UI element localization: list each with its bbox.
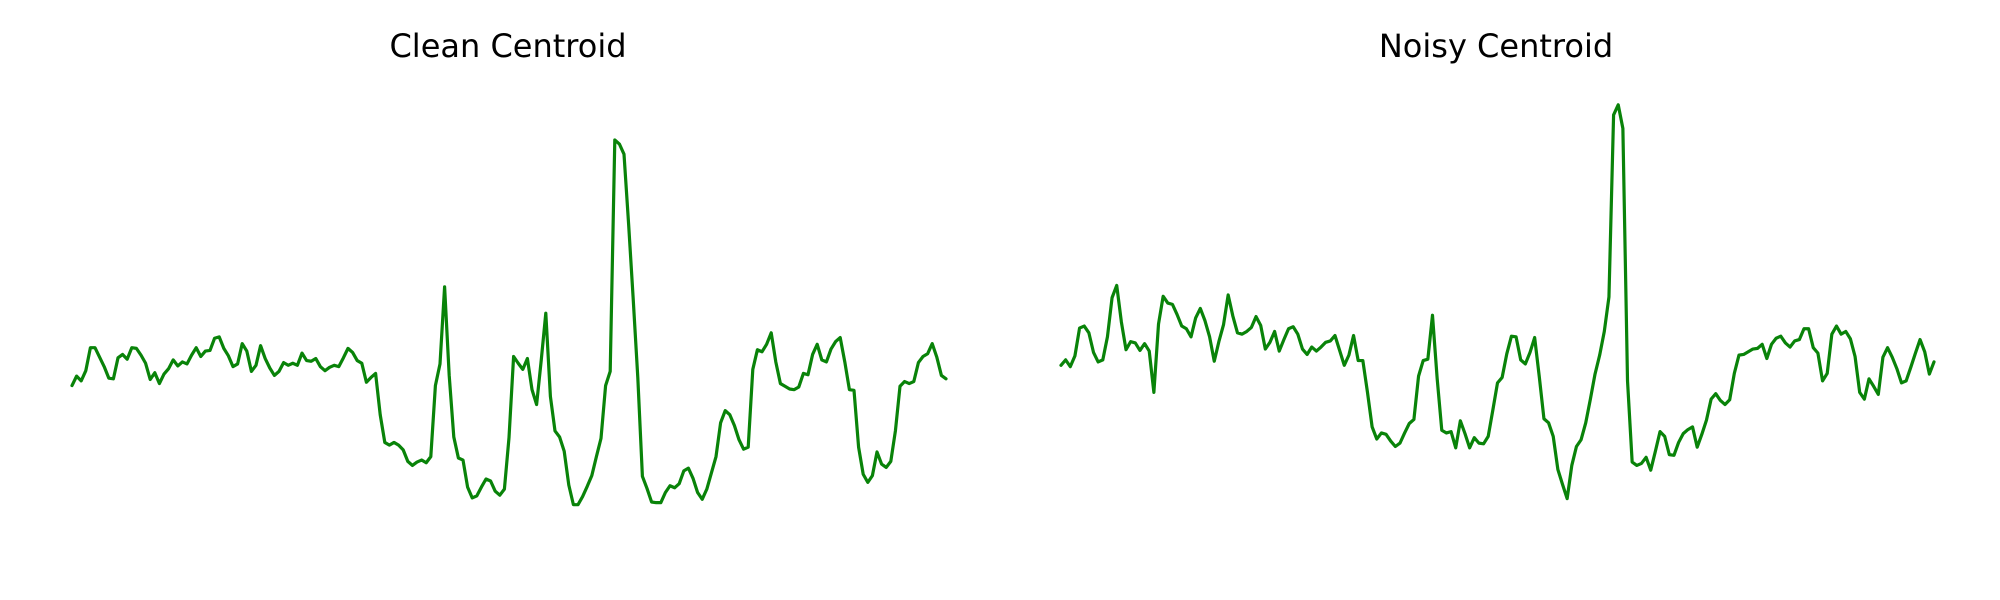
noisy-centroid-chart: Noisy Centroid (1059, 27, 1936, 501)
series-line-clean-centroid (70, 138, 948, 507)
chart-title-noisy-centroid: Noisy Centroid (1379, 27, 1613, 65)
series-line-noisy-centroid (1059, 103, 1936, 501)
noisy-centroid-plot-area (1059, 103, 1936, 501)
clean-centroid-chart: Clean Centroid (70, 27, 948, 507)
chart-title-clean-centroid: Clean Centroid (389, 27, 626, 65)
clean-centroid-plot-area (70, 138, 948, 507)
